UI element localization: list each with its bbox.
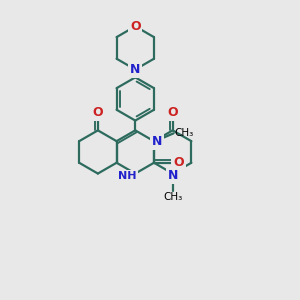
Text: NH: NH [118,172,137,182]
Text: O: O [93,106,103,119]
Text: N: N [130,63,140,76]
Text: CH₃: CH₃ [163,192,182,202]
Text: O: O [173,156,184,169]
Text: O: O [167,106,178,119]
Text: CH₃: CH₃ [175,128,194,138]
Text: N: N [167,169,178,182]
Text: O: O [130,20,141,33]
Text: N: N [152,135,162,148]
